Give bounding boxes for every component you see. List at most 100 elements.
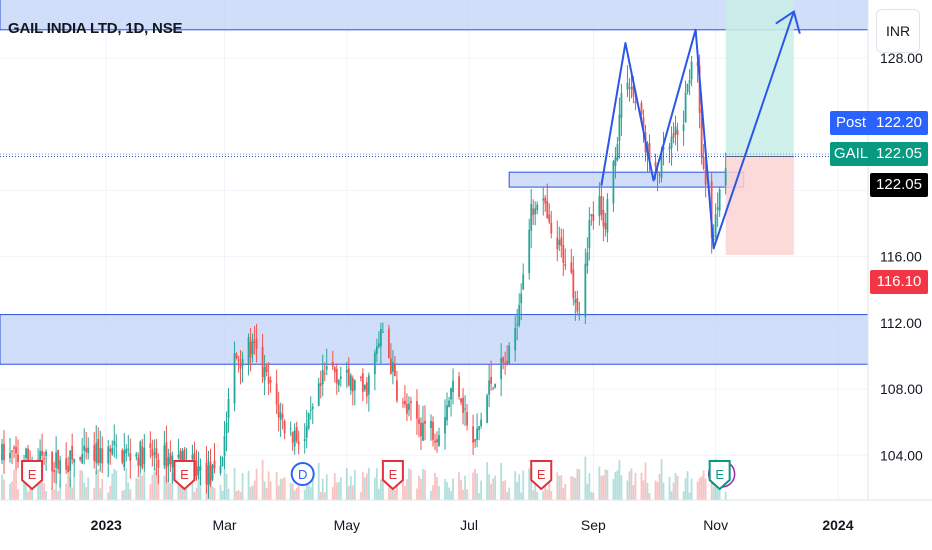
candle-body — [331, 362, 334, 367]
candle-body — [612, 161, 615, 204]
candle-body — [618, 114, 621, 141]
candle-body — [548, 214, 551, 223]
candle-body — [15, 446, 17, 454]
candle-body — [598, 196, 601, 217]
volume-bar — [213, 488, 216, 500]
volume-bar — [574, 478, 577, 500]
volume-bar — [500, 462, 503, 500]
volume-bar — [281, 478, 284, 500]
volume-bar — [522, 470, 525, 500]
candle-body — [410, 401, 412, 404]
candle-body — [714, 214, 717, 238]
volume-bar — [353, 470, 356, 500]
volume-bar — [247, 470, 250, 500]
volume-bar — [586, 483, 589, 500]
volume-bar — [700, 476, 703, 500]
candle-body — [347, 368, 350, 386]
volume-bar — [662, 482, 665, 500]
y-tick-label: 108.00 — [880, 381, 923, 397]
earnings-marker[interactable]: E — [707, 460, 736, 491]
earnings-badge-shape — [530, 460, 553, 491]
chart-title[interactable]: GAIL INDIA LTD, 1D, NSE — [8, 20, 183, 37]
volume-bar — [277, 485, 280, 500]
earnings-marker[interactable]: E — [530, 460, 553, 491]
candle-body — [101, 448, 104, 464]
volume-bar — [345, 468, 348, 500]
volume-bar — [502, 481, 505, 500]
volume-bar — [221, 490, 224, 500]
candle-body — [205, 462, 208, 485]
candle-body — [656, 171, 659, 174]
volume-bar — [492, 478, 495, 500]
volume-bar — [676, 475, 679, 500]
volume-bar — [27, 491, 29, 500]
earnings-marker[interactable]: E — [381, 460, 404, 491]
candle-body — [53, 470, 56, 472]
volume-bar — [123, 489, 126, 500]
volume-bar — [73, 475, 76, 500]
volume-bar — [51, 487, 54, 500]
volume-bar — [95, 471, 98, 500]
volume-bar — [165, 465, 168, 500]
candle-body — [39, 450, 41, 460]
currency-button[interactable]: INR — [876, 9, 920, 53]
candle-body — [163, 445, 166, 466]
candle-body — [95, 443, 98, 463]
candle-body — [642, 117, 645, 131]
candle-body — [191, 454, 194, 460]
candle-body — [199, 465, 202, 471]
volume-bar — [660, 459, 663, 500]
candle-body — [406, 404, 408, 414]
earnings-marker[interactable]: E — [173, 460, 196, 491]
volume-bar — [416, 488, 418, 500]
volume-bar — [9, 483, 11, 500]
candle-body — [333, 367, 336, 373]
earnings-marker[interactable]: E — [21, 460, 44, 491]
dividend-marker[interactable]: D — [290, 462, 315, 486]
candle-body — [83, 445, 86, 451]
volume-bar — [317, 463, 320, 500]
volume-bar — [29, 480, 31, 500]
volume-bar — [704, 478, 707, 500]
volume-bar — [121, 490, 124, 500]
volume-bar — [592, 492, 595, 500]
stop-loss-price-tag: 116.10 — [870, 270, 928, 294]
candle-body — [446, 405, 448, 421]
volume-bar — [293, 490, 296, 500]
volume-bar — [406, 479, 408, 500]
x-tick-label: May — [334, 517, 360, 533]
candle-body — [676, 129, 679, 135]
volume-bar — [109, 485, 112, 500]
candle-body — [171, 455, 174, 468]
volume-bar — [253, 480, 256, 500]
candle-body — [480, 419, 483, 427]
candle-body — [93, 445, 96, 461]
volume-bar — [167, 478, 170, 500]
volume-bar — [584, 456, 587, 500]
candle-body — [253, 341, 256, 343]
dividend-badge-shape — [290, 462, 315, 486]
y-tick-label: 128.00 — [880, 50, 923, 66]
candle-body — [129, 453, 132, 461]
volume-bar — [564, 483, 567, 500]
candle-body — [658, 174, 661, 176]
candle-body — [668, 146, 671, 150]
volume-bar — [107, 492, 110, 500]
candle-body — [462, 397, 464, 413]
volume-bar — [724, 491, 727, 500]
candle-body — [550, 222, 553, 234]
candle-body — [494, 383, 497, 388]
volume-bar — [199, 476, 202, 500]
candle-body — [11, 450, 13, 452]
volume-bar — [408, 468, 410, 500]
candle-body — [690, 61, 693, 80]
candle-body — [724, 168, 727, 186]
candle-body — [251, 339, 254, 355]
candle-body — [3, 443, 5, 461]
candle-body — [41, 450, 43, 456]
volume-bar — [331, 486, 334, 500]
volume-bar — [25, 478, 27, 500]
volume-bar — [11, 481, 13, 500]
volume-bar — [626, 480, 629, 500]
